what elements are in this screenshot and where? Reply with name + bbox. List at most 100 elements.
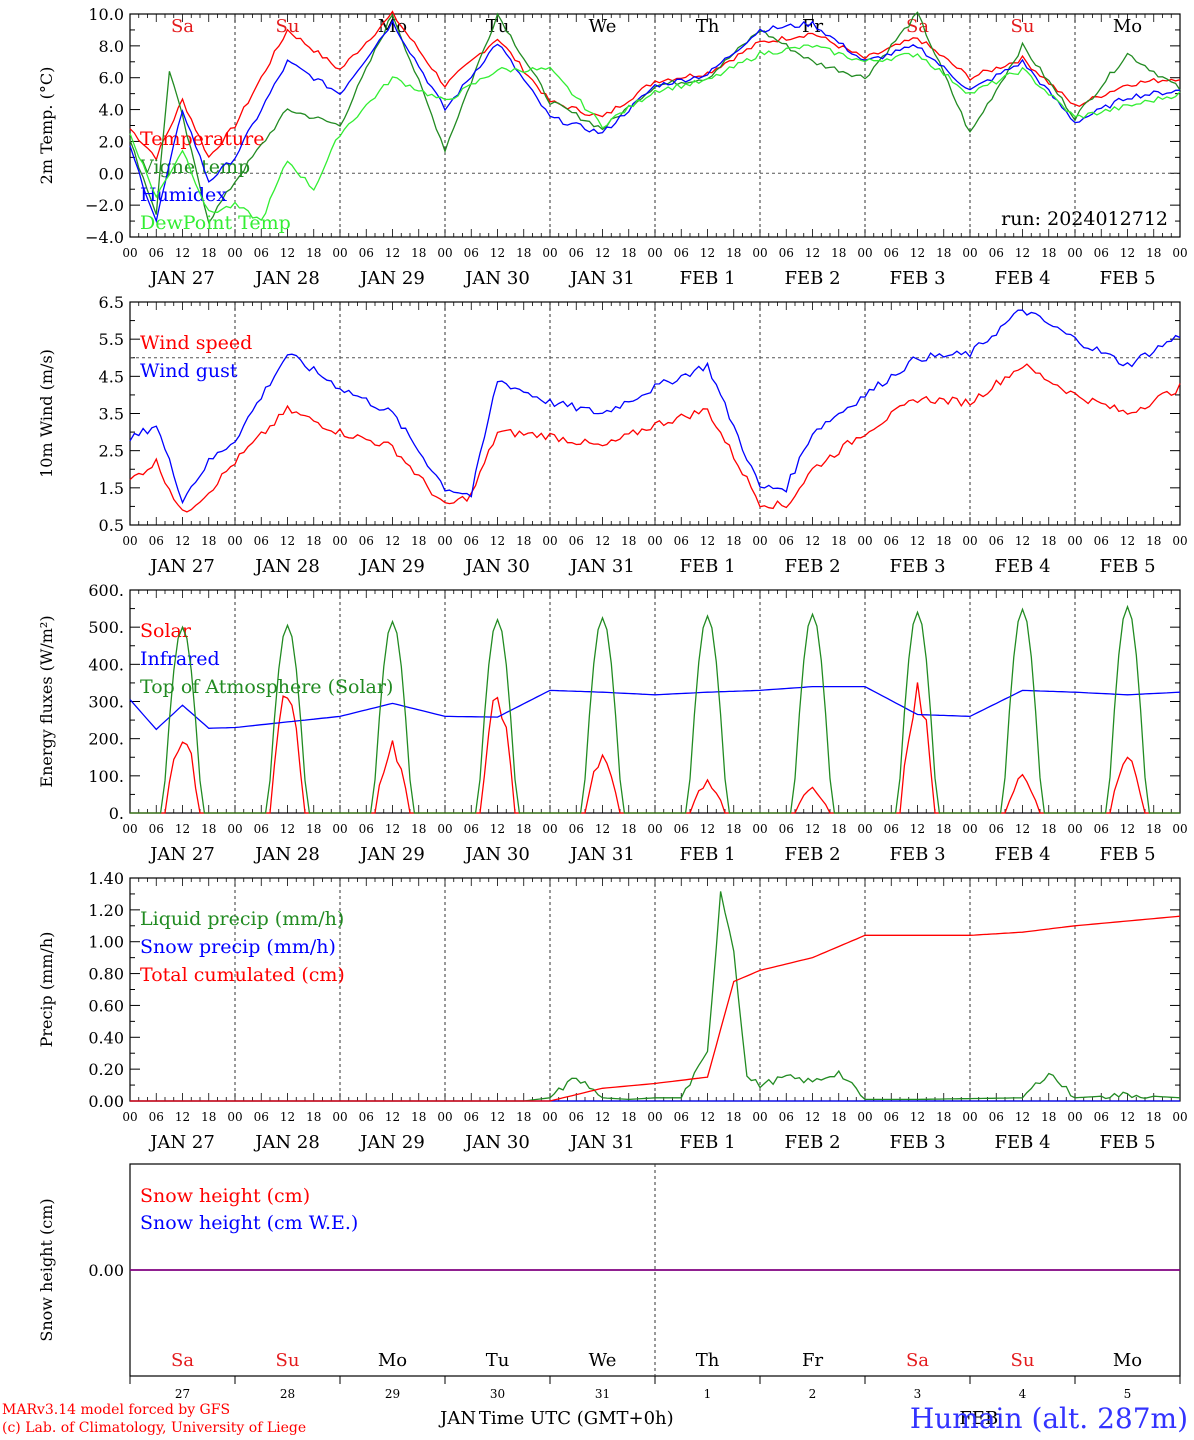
hour-tick-label: 06 [884, 246, 899, 260]
hour-tick-label: 00 [857, 822, 872, 836]
day-of-week-label: We [589, 16, 617, 37]
hour-tick-label: 18 [411, 534, 426, 548]
hour-tick-label: 00 [122, 534, 137, 548]
day-of-week-label: Fr [802, 16, 823, 37]
hour-tick-label: 12 [910, 534, 925, 548]
date-label: FEB 1 [679, 268, 735, 289]
hour-tick-label: 12 [595, 534, 610, 548]
y-tick-label: 0.20 [88, 1060, 124, 1079]
hour-tick-label: 18 [516, 822, 531, 836]
y-tick-label: 400. [88, 655, 124, 674]
hour-tick-label: 00 [752, 534, 767, 548]
hour-tick-label: 06 [359, 822, 374, 836]
hour-tick-label: 00 [122, 246, 137, 260]
date-label: FEB 4 [994, 1132, 1050, 1153]
date-label: JAN 28 [253, 1132, 320, 1153]
hour-tick-label: 00 [752, 246, 767, 260]
hour-tick-label: 12 [175, 534, 190, 548]
series-infrared [129, 685, 1181, 731]
hour-tick-label: 00 [332, 534, 347, 548]
hour-tick-label: 12 [175, 822, 190, 836]
date-label: JAN 31 [568, 268, 635, 289]
hour-tick-label: 00 [1172, 822, 1187, 836]
y-tick-label: 4.5 [99, 367, 124, 386]
y-tick-label: 6.5 [99, 293, 124, 312]
hour-tick-label: 12 [280, 822, 295, 836]
y-tick-label: 0.00 [88, 1261, 124, 1280]
hour-tick-label: 00 [332, 822, 347, 836]
hour-tick-label: 06 [359, 1110, 374, 1124]
hour-tick-label: 18 [831, 534, 846, 548]
day-number-label: 3 [914, 1387, 922, 1401]
hour-tick-label: 00 [542, 246, 557, 260]
hour-tick-label: 06 [1094, 822, 1109, 836]
hour-tick-label: 12 [385, 246, 400, 260]
date-label: JAN 27 [148, 556, 215, 577]
hour-tick-label: 12 [1015, 822, 1030, 836]
hour-tick-label: 12 [910, 1110, 925, 1124]
hour-tick-label: 12 [910, 822, 925, 836]
hour-tick-label: 06 [359, 246, 374, 260]
hour-tick-label: 18 [726, 246, 741, 260]
hour-tick-label: 18 [936, 1110, 951, 1124]
hour-tick-label: 18 [831, 246, 846, 260]
hour-tick-label: 18 [621, 534, 636, 548]
hour-tick-label: 06 [254, 822, 269, 836]
y-tick-label: 1.00 [88, 933, 124, 952]
legend-entry: Total cumulated (cm) [140, 964, 345, 986]
hour-tick-label: 00 [752, 1110, 767, 1124]
hour-tick-label: 18 [726, 534, 741, 548]
day-number-label: 27 [175, 1387, 190, 1401]
hour-tick-label: 18 [621, 822, 636, 836]
series-wind-speed [129, 363, 1181, 513]
hour-tick-label: 06 [569, 1110, 584, 1124]
date-label: JAN 30 [463, 268, 530, 289]
day-number-label: 5 [1124, 1387, 1132, 1401]
hour-tick-label: 12 [700, 1110, 715, 1124]
y-tick-label: 1.5 [99, 479, 124, 498]
hour-tick-label: 12 [805, 246, 820, 260]
hour-tick-label: 18 [201, 1110, 216, 1124]
date-label: FEB 3 [889, 556, 945, 577]
legend-entry: DewPoint Temp [140, 212, 291, 234]
date-label: FEB 3 [889, 268, 945, 289]
date-label: JAN 31 [568, 556, 635, 577]
hour-tick-label: 18 [1041, 822, 1056, 836]
hour-tick-label: 12 [385, 822, 400, 836]
date-label: FEB 2 [784, 1132, 840, 1153]
hour-tick-label: 12 [1120, 1110, 1135, 1124]
hour-tick-label: 00 [647, 534, 662, 548]
hour-tick-label: 00 [227, 822, 242, 836]
hour-tick-label: 00 [962, 1110, 977, 1124]
hour-tick-label: 12 [1120, 534, 1135, 548]
hour-tick-label: 06 [1094, 1110, 1109, 1124]
credit-line-2: (c) Lab. of Climatology, University of L… [2, 1420, 306, 1436]
hour-tick-label: 00 [962, 822, 977, 836]
hour-tick-label: 06 [149, 822, 164, 836]
hour-tick-label: 00 [1172, 534, 1187, 548]
hour-tick-label: 12 [280, 246, 295, 260]
credit-line-1: MARv3.14 model forced by GFS [2, 1402, 230, 1418]
day-of-week-label: Sa [906, 1350, 929, 1371]
day-number-label: 28 [280, 1387, 295, 1401]
legend-entry: Temperature [140, 128, 264, 150]
hour-tick-label: 00 [1067, 822, 1082, 836]
hour-tick-label: 12 [490, 822, 505, 836]
y-tick-label: −2.0 [85, 196, 124, 215]
day-of-week-label: Mo [1113, 16, 1142, 37]
y-axis-label: Precip (mm/h) [37, 932, 56, 1048]
date-label: JAN 31 [568, 1132, 635, 1153]
hour-tick-label: 00 [122, 1110, 137, 1124]
hour-tick-label: 18 [306, 1110, 321, 1124]
date-label: JAN 31 [568, 844, 635, 865]
day-of-week-label: Su [1011, 16, 1035, 37]
day-of-week-label: Su [276, 1350, 300, 1371]
hour-tick-label: 12 [385, 1110, 400, 1124]
hour-tick-label: 18 [306, 534, 321, 548]
hour-tick-label: 18 [1146, 822, 1161, 836]
hour-tick-label: 12 [280, 1110, 295, 1124]
hour-tick-label: 00 [1172, 1110, 1187, 1124]
day-of-week-label: Sa [171, 1350, 194, 1371]
hour-tick-label: 00 [437, 534, 452, 548]
